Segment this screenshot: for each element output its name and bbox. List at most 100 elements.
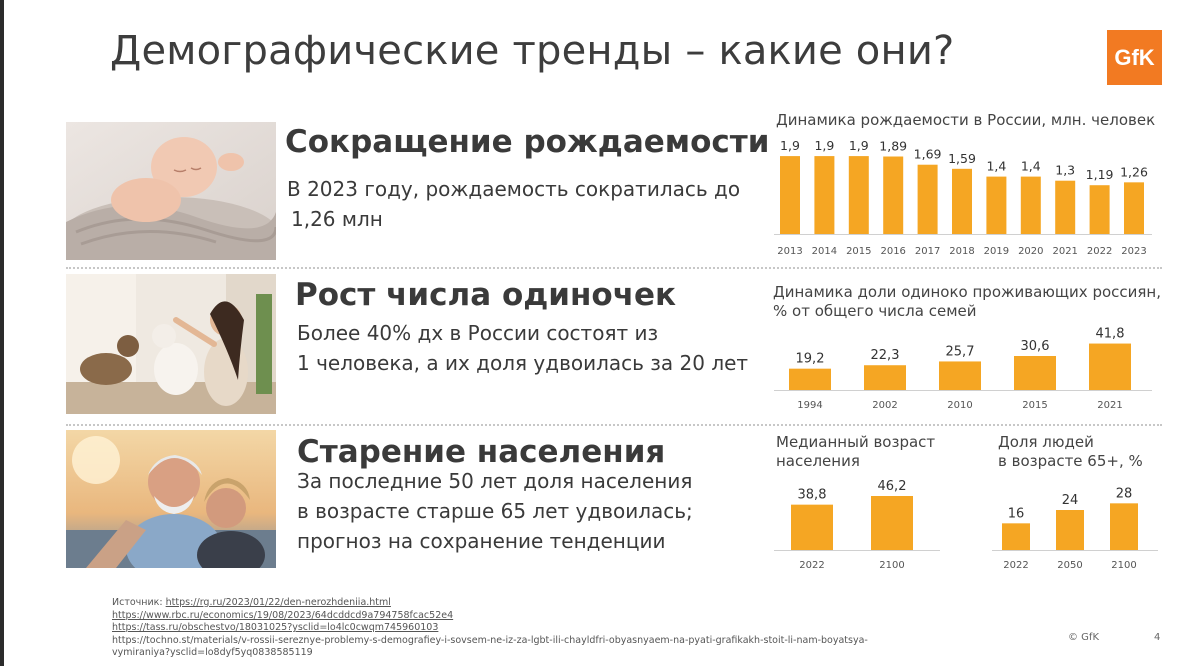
bar <box>1124 182 1144 234</box>
chart-share-65: 16 2022 24 2050 28 2100 <box>992 486 1158 571</box>
data-label: 46,2 <box>878 479 907 494</box>
bar <box>780 156 800 234</box>
data-label: 19,2 <box>796 352 825 367</box>
tick-label: 2015 <box>846 246 871 257</box>
chart-median-age: 38,8 2022 46,2 2100 <box>774 479 940 571</box>
bar <box>1089 185 1110 234</box>
sources-block: Источник: https://rg.ru/2023/01/22/den-n… <box>112 597 972 660</box>
tick-label: 2020 <box>1018 246 1043 257</box>
tick-label: 2023 <box>1121 246 1146 257</box>
data-label: 24 <box>1062 493 1079 508</box>
aging-text-line3: прогноз на сохранение тенденции <box>297 529 666 553</box>
baby-sleeping-photo <box>66 122 276 260</box>
bar <box>1014 356 1056 390</box>
tick-label: 2010 <box>947 400 972 411</box>
aging-text-line1: За последние 50 лет доля населения <box>297 469 693 493</box>
source-text-line2: vymiraniya?ysclid=lo8dyf5yq0838585119 <box>112 647 313 659</box>
bar <box>986 176 1007 234</box>
tick-label: 2019 <box>984 246 1009 257</box>
section-text-aging: За последние 50 лет доля населения в воз… <box>297 466 693 556</box>
section-heading-singles: Рост числа одиночек <box>295 277 677 313</box>
data-label: 41,8 <box>1096 327 1125 342</box>
bar <box>1089 343 1131 390</box>
chart-title-median-age-line2: населения <box>776 452 860 470</box>
source-link[interactable]: https://www.rbc.ru/economics/19/08/2023/… <box>112 609 454 621</box>
bar <box>1056 510 1084 550</box>
chart-title-median-age-line1: Медианный возраст <box>776 433 936 451</box>
chart-singles: 19,2 1994 22,3 2002 25,7 2010 30,6 2015 41,8 2021 <box>774 327 1152 411</box>
bar <box>791 504 833 550</box>
data-label: 1,3 <box>1055 163 1075 178</box>
tick-label: 2018 <box>949 246 974 257</box>
section-heading-birthrate: Сокращение рождаемости <box>285 124 770 160</box>
tick-label: 2021 <box>1097 400 1122 411</box>
source-text-line1: https://tochno.st/materials/v-rossii-ser… <box>112 634 868 646</box>
data-label: 1,19 <box>1086 167 1114 182</box>
bar <box>848 156 869 234</box>
footer-copyright: © GfK <box>1068 632 1100 643</box>
data-label: 1,59 <box>948 151 976 166</box>
tick-label: 2022 <box>799 560 824 571</box>
tick-label: 2021 <box>1052 246 1077 257</box>
chart-title-median-age: Медианный возраст населения <box>776 433 935 471</box>
birthrate-text-line1: В 2023 году, рождаемость сократилась до <box>287 177 741 201</box>
data-label: 28 <box>1116 486 1133 501</box>
data-label: 1,26 <box>1120 164 1148 179</box>
tick-label: 2017 <box>915 246 940 257</box>
tick-label: 2002 <box>872 400 897 411</box>
bar <box>1020 176 1041 234</box>
chart-title-singles-line1: Динамика доли одиноко проживающих россия… <box>773 283 1161 301</box>
bar <box>814 156 835 234</box>
data-label: 1,9 <box>849 138 869 153</box>
data-label: 1,9 <box>814 138 834 153</box>
bar <box>939 361 981 390</box>
chart-title-birthrate: Динамика рождаемости в России, млн. чело… <box>776 111 1156 129</box>
slide-title: Демографические тренды – какие они? <box>110 28 955 74</box>
tick-label: 2013 <box>777 246 802 257</box>
tick-label: 2022 <box>1003 560 1028 571</box>
section-text-singles: Более 40% дх в России состоят из 1 челов… <box>297 318 748 378</box>
tick-label: 2100 <box>879 560 904 571</box>
tick-label: 2050 <box>1057 560 1082 571</box>
tick-label: 2015 <box>1022 400 1047 411</box>
bar <box>1002 523 1030 550</box>
page-number: 4 <box>1154 632 1161 643</box>
tick-label: 2016 <box>880 246 905 257</box>
section-text-birthrate: В 2023 году, рождаемость сократилась до … <box>287 174 740 234</box>
tick-label: 2022 <box>1087 246 1112 257</box>
data-label: 25,7 <box>946 344 975 359</box>
chart-title-share-65: Доля людей в возрасте 65+, % <box>998 433 1143 471</box>
data-label: 1,89 <box>879 139 907 154</box>
bar <box>917 164 938 234</box>
data-label: 38,8 <box>798 488 827 503</box>
aging-text-line2: в возрасте старше 65 лет удвоилась; <box>297 499 693 523</box>
chart-title-singles: Динамика доли одиноко проживающих россия… <box>773 283 1161 321</box>
bar <box>1110 503 1138 550</box>
data-label: 16 <box>1008 506 1025 521</box>
gfk-logo: GfK <box>1107 30 1162 85</box>
singles-text-line1: Более 40% дх в России состоят из <box>297 321 659 345</box>
singles-text-line2: 1 человека, а их доля удвоилась за 20 ле… <box>297 351 749 375</box>
woman-with-cats-photo <box>66 274 276 414</box>
data-label: 30,6 <box>1021 339 1050 354</box>
window-edge <box>0 0 4 666</box>
bar <box>883 156 904 234</box>
bar <box>871 496 913 550</box>
data-label: 22,3 <box>871 348 900 363</box>
data-label: 1,9 <box>780 138 800 153</box>
data-label: 1,69 <box>914 147 942 162</box>
chart-birthrate: 1,9 2013 1,9 2014 1,9 2015 1,89 2016 1,69 2017 1,5… <box>774 138 1152 257</box>
bar <box>789 368 831 390</box>
tick-label: 2014 <box>812 246 837 257</box>
tick-label: 2100 <box>1111 560 1136 571</box>
birthrate-text-line2: 1,26 млн <box>291 207 383 231</box>
tick-label: 1994 <box>797 400 822 411</box>
bar <box>1055 180 1076 234</box>
data-label: 1,4 <box>1021 159 1041 174</box>
source-link[interactable]: https://tass.ru/obschestvo/18031025?yscl… <box>112 622 439 634</box>
chart-title-share-65-line2: в возрасте 65+, % <box>998 452 1143 470</box>
section-heading-aging: Старение населения <box>297 434 666 470</box>
section-divider <box>66 267 1162 269</box>
data-label: 1,4 <box>986 159 1006 174</box>
source-link[interactable]: https://rg.ru/2023/01/22/den-nerozhdenii… <box>165 597 391 608</box>
